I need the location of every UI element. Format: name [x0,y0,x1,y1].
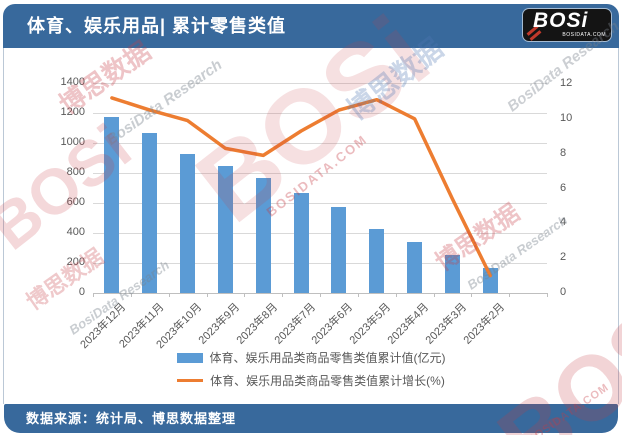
right-axis-label: 4 [560,216,567,229]
logo-subtext: BOSIDATA.COM [562,32,606,38]
bar [104,116,120,293]
right-axis-label: 2 [560,251,567,264]
axis-tick [93,293,94,297]
left-axis-label: 1000 [60,136,85,148]
bar [255,177,271,293]
gridline [93,232,547,234]
axis-tick [168,293,170,297]
right-axis-label: 0 [560,286,567,298]
axis-tick [433,293,435,297]
bar [407,242,423,293]
right-axis-label: 8 [560,146,567,159]
gridline [93,142,547,144]
left-axis-label: 200 [66,256,85,268]
bar [217,166,233,293]
gridline [93,172,547,174]
legend-item-line: 体育、娱乐用品类商品零售类值累计增长(%) [177,372,445,389]
gridline [93,262,547,264]
axis-tick [320,293,321,297]
axis-tick [206,293,208,297]
bar [331,206,347,293]
axis-tick [244,293,246,297]
axis-tick [395,293,397,297]
left-axis-label: 0 [78,286,85,298]
bar [482,268,498,293]
bar [369,228,385,293]
left-axis-label: 1200 [60,106,85,118]
axis-tick [357,293,359,297]
bar [293,192,309,293]
legend-line-swatch [177,379,204,382]
legend-bar-label: 体育、娱乐用品类商品零售类值累计值(亿元) [209,351,446,365]
bar [444,254,460,293]
legend: 体育、娱乐用品类商品零售类值累计值(亿元) 体育、娱乐用品类商品零售类值累计增长… [0,349,622,389]
page-title: 体育、娱乐用品| 累计零售类值 [27,16,287,36]
logo-text: BOSi [533,9,589,32]
right-axis-label: 6 [560,181,567,194]
header: 体育、娱乐用品| 累计零售类值 BOSi BOSIDATA.COM [3,4,619,48]
left-axis-label: 800 [66,166,85,178]
legend-item-bar: 体育、娱乐用品类商品零售类值累计值(亿元) [176,349,446,366]
gridline [93,82,547,84]
footer: 数据来源：统计局、博思数据整理 [4,404,618,433]
legend-bar-swatch [176,352,203,363]
axis-tick [130,293,132,297]
bar [142,132,158,293]
left-axis-label: 600 [66,196,85,208]
left-axis-label: 1400 [60,76,85,88]
right-axis-label: 12 [560,77,573,89]
legend-line-label: 体育、娱乐用品类商品零售类值累计增长(%) [210,374,445,388]
axis-tick [471,293,473,297]
axis-tick [282,293,284,297]
axis-tick [509,293,511,297]
left-axis-label: 400 [66,226,85,238]
gridline [93,112,547,114]
right-axis-label: 10 [560,111,573,124]
axis-tick [547,293,548,297]
gridline [93,202,547,204]
data-source-text: 数据来源：统计局、博思数据整理 [26,411,237,426]
bar [180,153,196,293]
bosi-logo: BOSi BOSIDATA.COM [523,9,611,41]
